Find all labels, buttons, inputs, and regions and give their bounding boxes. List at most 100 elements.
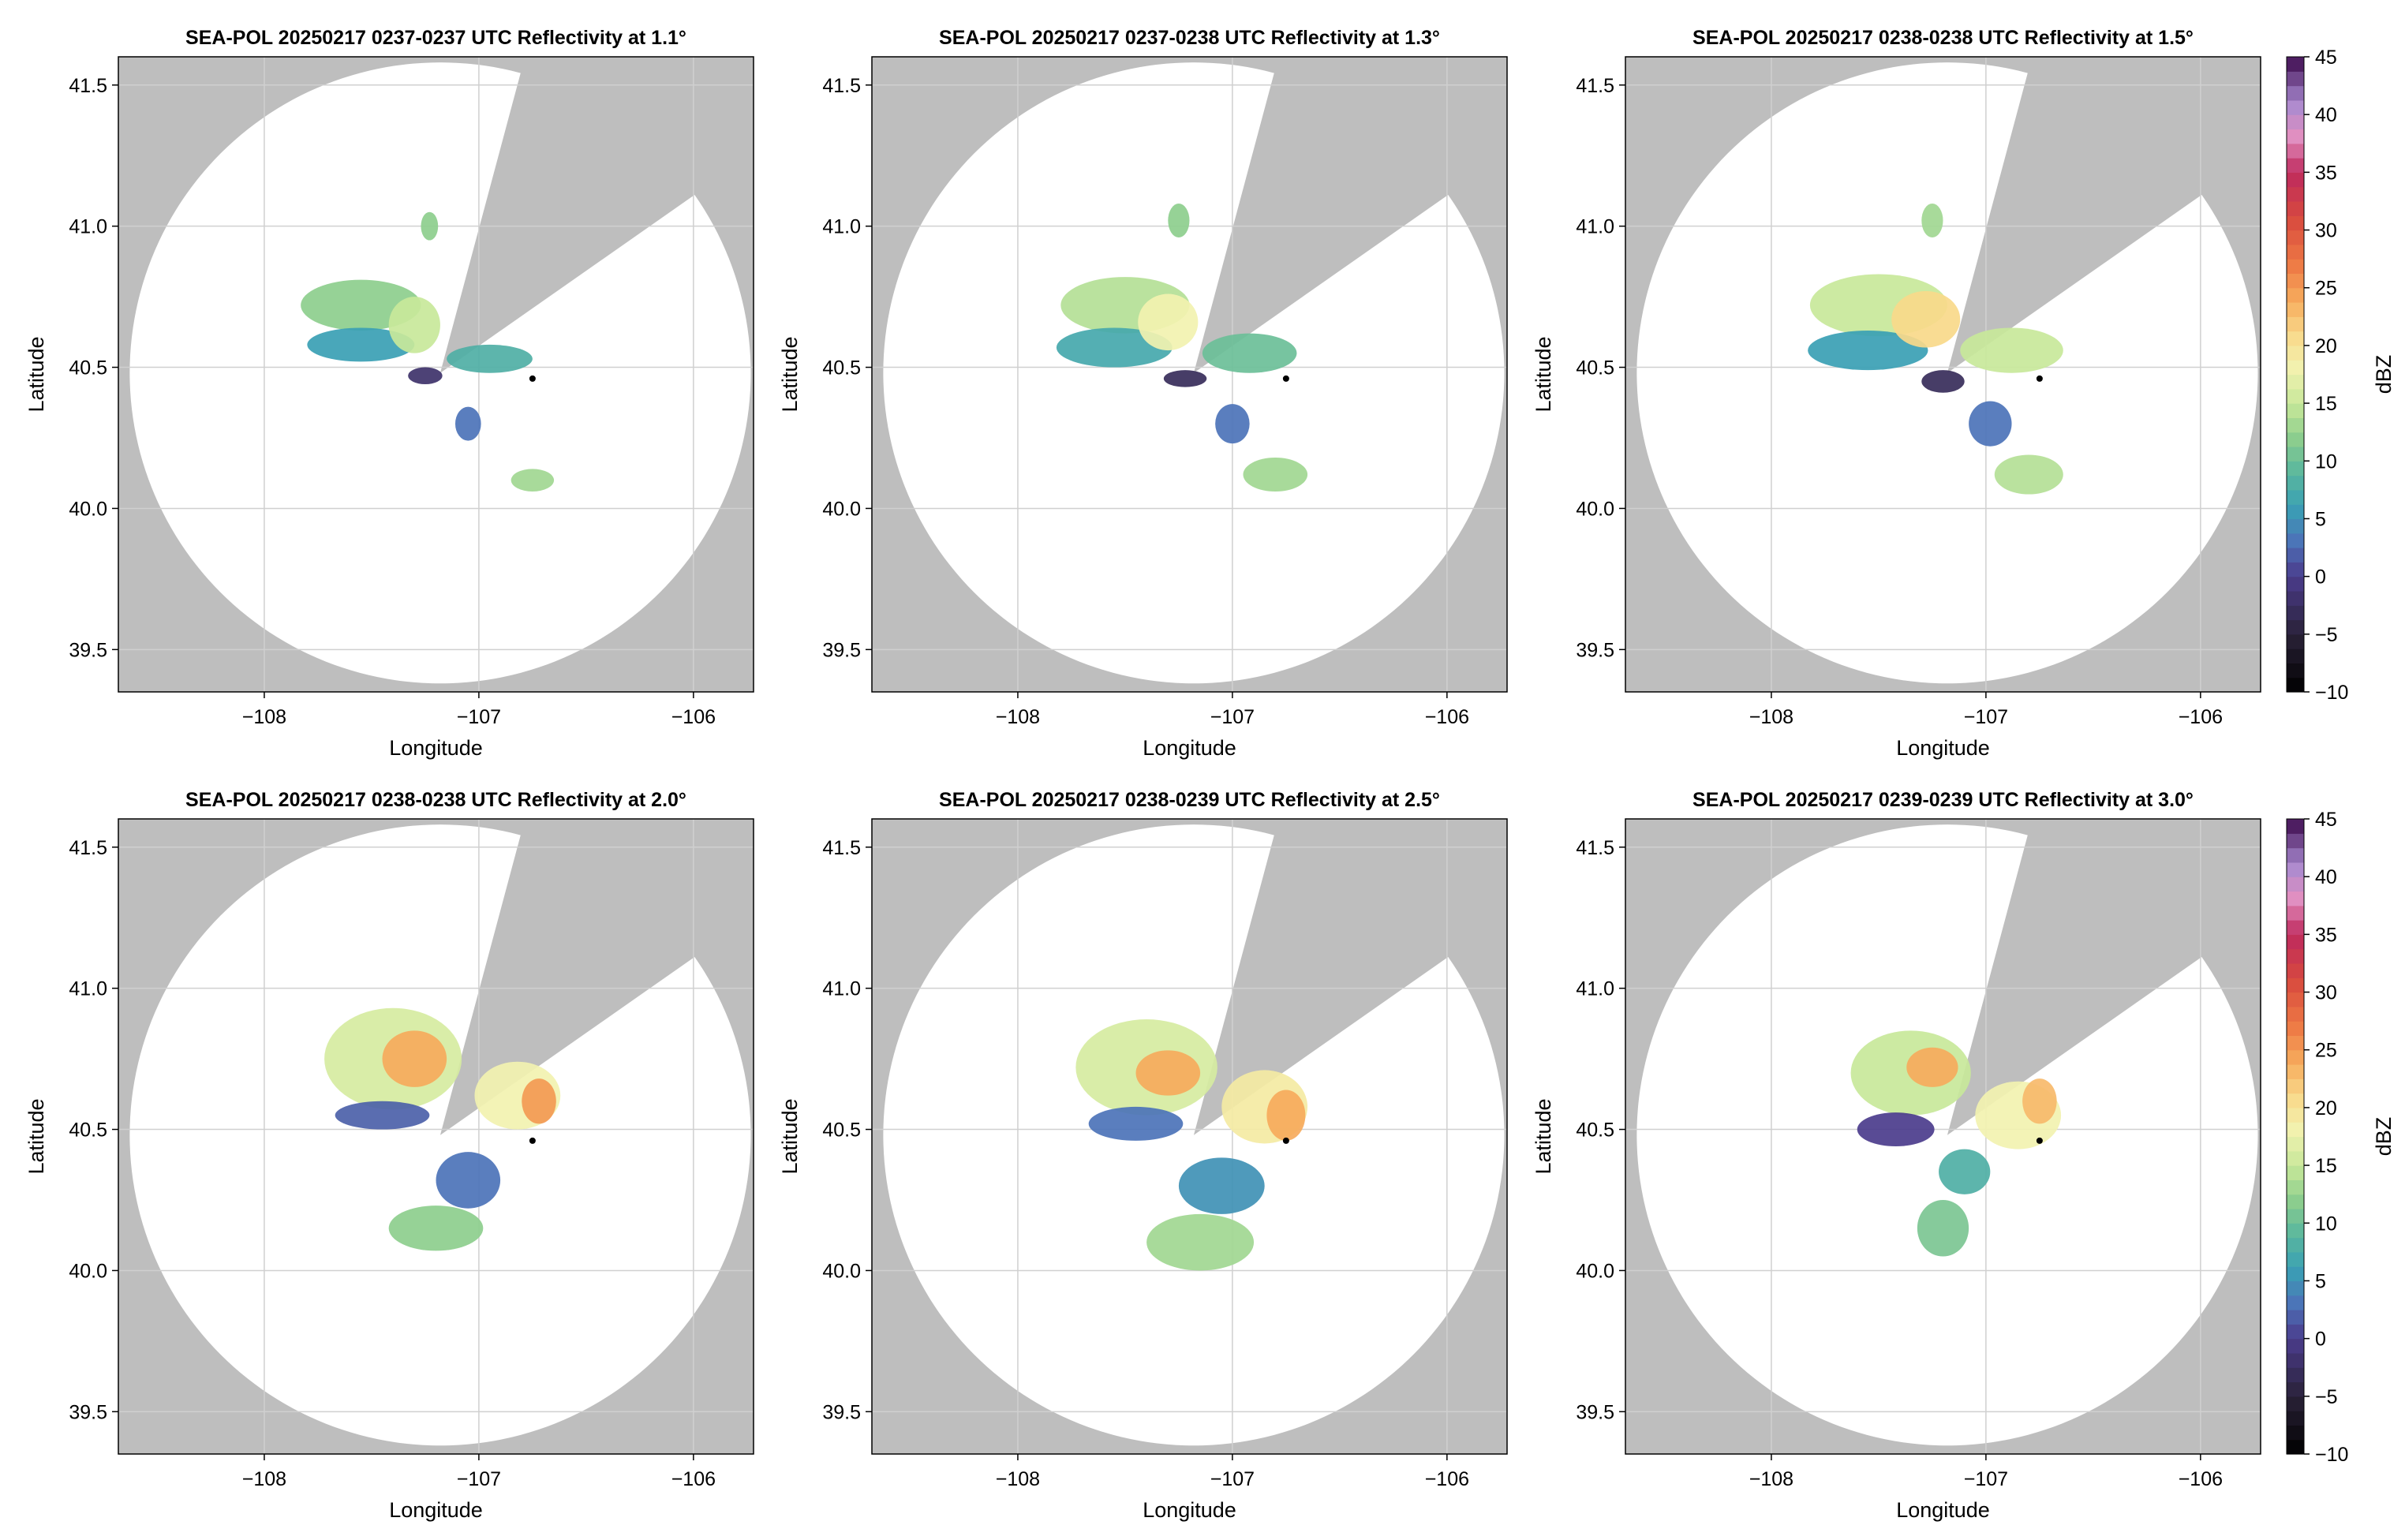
- colorbar-tick-label: 20: [2315, 1097, 2337, 1119]
- colorbar-tick-label: 45: [2315, 809, 2337, 831]
- y-tick-label: 41.5: [822, 75, 861, 97]
- colorbar-segment: [2287, 905, 2304, 921]
- colorbar-tick-label: 15: [2315, 1155, 2337, 1177]
- colorbar-segment: [2287, 1208, 2304, 1224]
- colorbar-segment: [2287, 992, 2304, 1007]
- y-tick-label: 41.0: [69, 978, 107, 1000]
- y-tick-label: 39.5: [822, 1401, 861, 1423]
- colorbar-segment: [2287, 85, 2304, 101]
- colorbar-segment: [2287, 475, 2304, 491]
- colorbar-segment: [2287, 1425, 2304, 1441]
- echo-cell-6: [1939, 1149, 1991, 1194]
- x-tick-label: −107: [457, 1468, 501, 1490]
- site-marker: [2036, 1137, 2043, 1144]
- y-tick-label: 40.5: [822, 1119, 861, 1142]
- echo-cell-8: [1921, 204, 1943, 237]
- colorbar-tick-label: 35: [2315, 162, 2337, 184]
- x-axis-label: Longitude: [1896, 736, 1990, 760]
- colorbar-2: −10 −5 0 5 10 15 20 25 30 35 40 45 dBZ: [2286, 809, 2396, 1466]
- colorbar-segment: [2287, 186, 2304, 202]
- x-tick-label: −106: [1425, 1468, 1469, 1490]
- y-tick-label: 41.5: [69, 75, 107, 97]
- colorbar-segment: [2287, 417, 2304, 433]
- axes-frame: [871, 56, 1508, 693]
- y-tick-label: 40.0: [822, 1260, 861, 1282]
- colorbar-segment: [2287, 1107, 2304, 1123]
- echo-cell-5: [522, 1078, 556, 1124]
- colorbar-segment: [2287, 200, 2304, 216]
- colorbar-segment: [2287, 302, 2304, 317]
- x-tick-label: −107: [1210, 706, 1255, 728]
- x-tick-label: −106: [1425, 706, 1469, 728]
- x-tick-label: −107: [1964, 1468, 2008, 1490]
- colorbar-segment: [2287, 57, 2304, 72]
- colorbar-tick-label: 35: [2315, 924, 2337, 946]
- echo-cell-6: [454, 406, 481, 441]
- colorbar-segment: [2287, 590, 2304, 606]
- colorbar-segment: [2287, 230, 2304, 245]
- echo-cell-7: [1243, 458, 1308, 492]
- colorbar-tick-label: −10: [2315, 682, 2348, 704]
- echo-cell-5: [1163, 370, 1207, 387]
- y-tick-label: 41.5: [822, 837, 861, 859]
- panel-title: SEA-POL 20250217 0239-0239 UTC Reflectiv…: [1692, 789, 2194, 811]
- x-tick-label: −108: [242, 1468, 286, 1490]
- radar-panel-4: −108 −107 −106 39.5 40.0 40.5 41.0 41.5 SEA-POL …: [24, 789, 754, 1522]
- radar-panel-3: −108 −107 −106 39.5 40.0 40.5 41.0 41.5 SEA-POL …: [1532, 27, 2261, 760]
- colorbar-segment: [2287, 259, 2304, 275]
- echo-cell-4: [1202, 333, 1297, 373]
- colorbar-tick-label: −10: [2315, 1444, 2348, 1466]
- colorbar-segment: [2287, 432, 2304, 447]
- echo-cell-5: [408, 367, 443, 385]
- y-tick-label: 41.0: [69, 216, 107, 238]
- colorbar-segment: [2287, 819, 2304, 834]
- echo-cell-3: [1891, 290, 1961, 348]
- echo-cell-2: [382, 1030, 447, 1087]
- colorbar-segment: [2287, 862, 2304, 877]
- colorbar-segment: [2287, 605, 2304, 621]
- colorbar-segment: [2287, 504, 2304, 520]
- colorbar-tick-label: 20: [2315, 335, 2337, 357]
- site-marker: [1282, 375, 1289, 382]
- colorbar-tick-label: −5: [2315, 1386, 2338, 1408]
- colorbar-segment: [2287, 1179, 2304, 1195]
- site-marker: [1282, 1137, 1289, 1144]
- colorbar-segment: [2287, 374, 2304, 390]
- echo-cell-5: [2022, 1078, 2057, 1124]
- colorbar-segment: [2287, 158, 2304, 173]
- colorbar-segment: [2287, 1165, 2304, 1180]
- y-tick-label: 41.0: [822, 216, 861, 238]
- site-marker: [529, 1137, 536, 1144]
- y-tick-label: 40.0: [69, 1260, 107, 1282]
- x-tick-label: −106: [2179, 1468, 2223, 1490]
- radar-panel-5: −108 −107 −106 39.5 40.0 40.5 41.0 41.5 SEA-POL …: [778, 789, 1508, 1522]
- site-marker: [529, 375, 536, 382]
- axes-frame: [1625, 818, 2261, 1455]
- radar-coverage-area: [883, 824, 1505, 1446]
- colorbar-segment: [2287, 1411, 2304, 1426]
- y-tick-label: 41.5: [69, 837, 107, 859]
- panel-title: SEA-POL 20250217 0238-0238 UTC Reflectiv…: [185, 789, 686, 811]
- colorbar-segment: [2287, 99, 2304, 115]
- colorbar-segment: [2287, 143, 2304, 159]
- colorbar-segment: [2287, 1381, 2304, 1397]
- colorbar-segment: [2287, 877, 2304, 892]
- colorbar-segment: [2287, 1122, 2304, 1138]
- x-tick-label: −108: [1749, 706, 1793, 728]
- colorbar-1: −10 −5 0 5 10 15 20 25 30 35 40 45 dBZ: [2286, 47, 2396, 704]
- colorbar-segment: [2287, 316, 2304, 332]
- y-tick-label: 41.0: [1576, 216, 1614, 238]
- y-axis-label: Latitude: [778, 1098, 802, 1174]
- radar-coverage-area: [1636, 824, 2258, 1446]
- colorbar-segment: [2287, 172, 2304, 188]
- y-tick-label: 40.0: [822, 498, 861, 520]
- y-tick-label: 40.5: [822, 357, 861, 379]
- radar-panel-1: −108 −107 −106 39.5 40.0 40.5 41.0 41.5 SEA-POL …: [24, 27, 754, 760]
- colorbar-segment: [2287, 1150, 2304, 1166]
- colorbar-segment: [2287, 1266, 2304, 1282]
- y-tick-label: 40.0: [1576, 498, 1614, 520]
- axes-frame: [871, 818, 1508, 1455]
- x-axis-label: Longitude: [389, 1498, 483, 1522]
- colorbar-segment: [2287, 1223, 2304, 1239]
